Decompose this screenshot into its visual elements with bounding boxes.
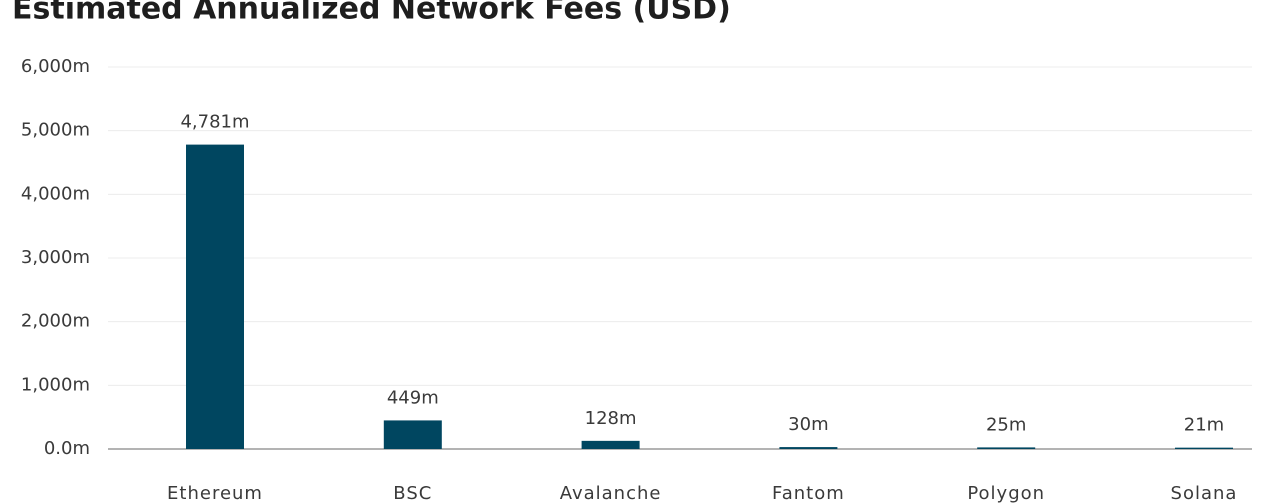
data-label: 449m bbox=[387, 387, 439, 408]
y-tick-label: 1,000m bbox=[21, 374, 90, 395]
bar bbox=[1175, 447, 1233, 449]
bar bbox=[186, 144, 244, 449]
x-tick-label: Ethereum bbox=[167, 483, 263, 503]
y-tick-label: 6,000m bbox=[21, 56, 90, 77]
bar bbox=[779, 447, 838, 449]
x-tick-label: Fantom bbox=[772, 483, 845, 503]
y-tick-label: 2,000m bbox=[21, 311, 90, 332]
y-tick-label: 0.0m bbox=[44, 438, 90, 459]
chart-title: Estimated Annualized Network Fees (USD) bbox=[12, 0, 731, 27]
x-tick-label: Solana bbox=[1171, 483, 1238, 503]
data-label: 128m bbox=[585, 408, 637, 429]
bar bbox=[581, 440, 640, 449]
y-tick-label: 3,000m bbox=[21, 247, 90, 268]
x-tick-label: BSC bbox=[393, 483, 432, 503]
y-tick-label: 4,000m bbox=[21, 183, 90, 204]
data-label: 30m bbox=[788, 414, 828, 435]
data-label: 4,781m bbox=[180, 112, 249, 133]
y-tick-label: 5,000m bbox=[21, 120, 90, 141]
bar bbox=[383, 420, 442, 449]
x-tick-label: Polygon bbox=[967, 483, 1045, 503]
bar bbox=[977, 447, 1036, 449]
data-label: 21m bbox=[1184, 415, 1224, 436]
x-tick-label: Avalanche bbox=[560, 483, 662, 503]
data-label: 25m bbox=[986, 414, 1026, 435]
